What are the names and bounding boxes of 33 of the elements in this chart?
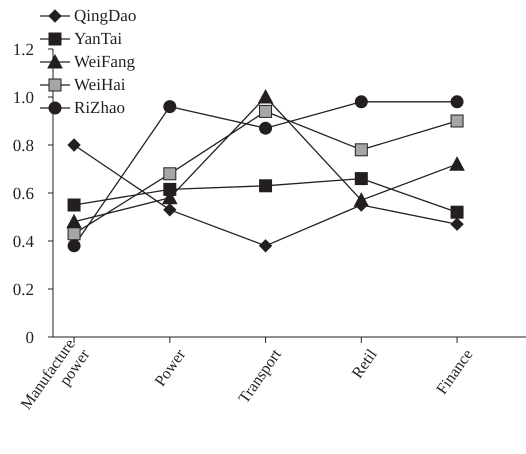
point — [68, 138, 81, 152]
point — [68, 227, 81, 240]
point — [354, 143, 368, 156]
point — [259, 104, 272, 118]
point — [259, 122, 272, 135]
point — [163, 167, 176, 180]
legend-label: WeiHai — [74, 74, 126, 96]
y-tick-label: 0.4 — [12, 232, 34, 252]
point — [66, 214, 82, 228]
point — [259, 239, 272, 252]
y-tick-label: 0.8 — [12, 136, 34, 156]
point — [68, 198, 81, 212]
point — [259, 179, 272, 192]
point — [354, 172, 368, 186]
y-tick-label: 0.6 — [12, 184, 34, 204]
point — [68, 239, 81, 252]
legend-label: QingDao — [74, 5, 136, 27]
legend-label: YanTai — [74, 28, 122, 50]
point — [354, 192, 369, 207]
point — [450, 114, 464, 128]
y-tick-label: 1.2 — [12, 40, 34, 60]
legend-label: RiZhao — [74, 97, 125, 119]
point — [450, 95, 464, 108]
point — [163, 100, 176, 114]
point — [450, 206, 464, 219]
legend-label: WeiFang — [74, 51, 135, 73]
point — [163, 203, 176, 216]
point — [450, 156, 465, 171]
point — [450, 218, 464, 231]
point — [354, 95, 368, 108]
point — [258, 90, 274, 104]
y-tick-label: 0.2 — [12, 280, 34, 300]
y-tick-label: 1.0 — [12, 88, 34, 108]
